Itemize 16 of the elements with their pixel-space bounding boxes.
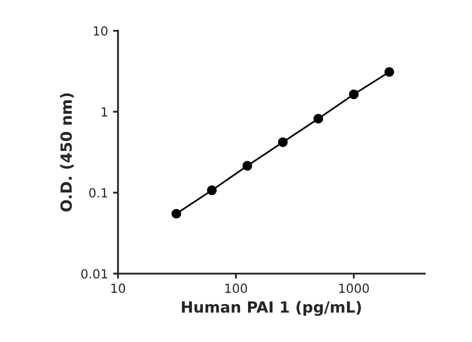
point xyxy=(313,114,324,124)
x-tick-label: 1000 xyxy=(339,284,369,293)
point xyxy=(242,160,252,171)
point xyxy=(278,137,288,148)
x-tick-label: 10 xyxy=(111,284,126,293)
y-tick-label: 10 xyxy=(94,26,108,36)
x-tick-label: 100 xyxy=(225,284,248,293)
point xyxy=(384,67,394,77)
y-tick-label: 0.1 xyxy=(89,188,108,198)
y-axis-title: O.D. (450 nm) xyxy=(60,93,74,212)
point xyxy=(348,89,359,100)
point xyxy=(206,185,217,196)
point xyxy=(171,208,182,219)
y-tick-label: 0.01 xyxy=(81,269,108,279)
x-axis-title: Human PAI 1 (pg/mL) xyxy=(182,300,361,316)
y-tick-label: 1 xyxy=(102,107,108,116)
